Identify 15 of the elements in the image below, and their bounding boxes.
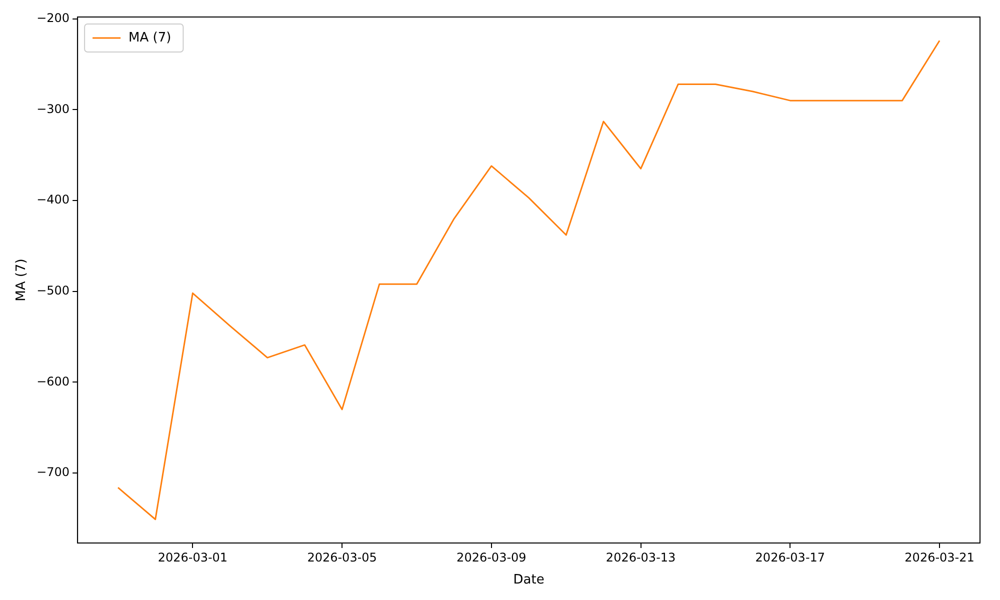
- x-tick-label: 2026-03-17: [755, 550, 826, 564]
- x-tick-label: 2026-03-01: [158, 550, 228, 564]
- y-tick-label: −300: [36, 102, 70, 116]
- x-tick-label: 2026-03-09: [456, 550, 526, 564]
- x-tick-label: 2026-03-05: [307, 550, 377, 564]
- y-tick-label: −500: [36, 283, 70, 298]
- y-tick-label: −600: [36, 374, 70, 388]
- x-axis-title: Date: [513, 572, 544, 588]
- x-tick-label: 2026-03-13: [606, 550, 676, 564]
- y-tick-label: −700: [36, 465, 70, 480]
- legend-label: MA (7): [128, 30, 172, 46]
- x-tick-label: 2026-03-21: [904, 550, 974, 564]
- y-tick-label: −200: [36, 10, 70, 25]
- y-axis-title: MA (7): [14, 258, 30, 302]
- y-tick-label: −400: [36, 192, 70, 207]
